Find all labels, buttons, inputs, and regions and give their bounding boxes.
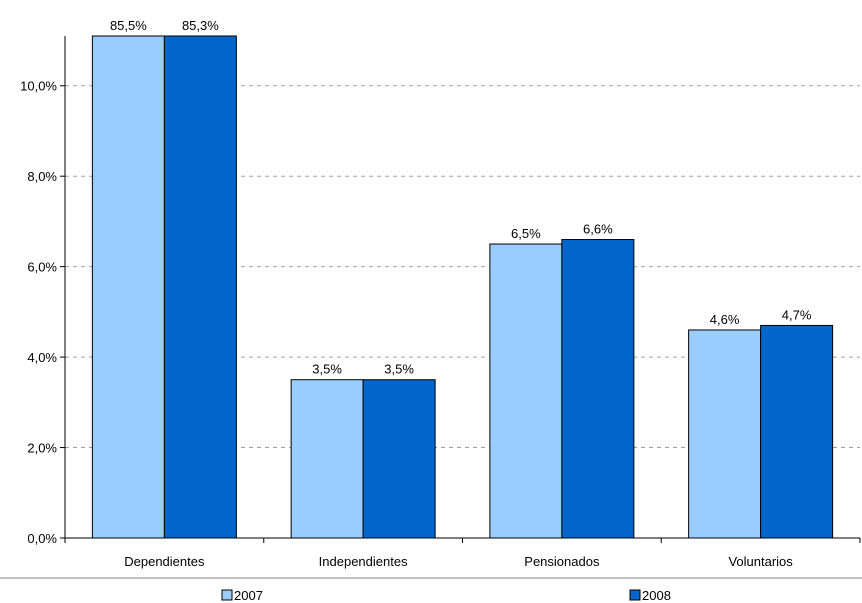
bars [91, 35, 834, 539]
y-tick-label: 6,0% [27, 260, 57, 275]
data-label: 85,3% [182, 18, 219, 33]
bar-2007-pensionados [489, 243, 563, 539]
axes: 0,0% 2,0% 4,0% 6,0% 8,0% 10,0% Dependientes Ind… [20, 36, 861, 569]
bar-2007-dependientes [91, 35, 165, 539]
data-label: 85,5% [110, 18, 147, 33]
category-label: Pensionados [524, 554, 600, 569]
category-label: Voluntarios [728, 554, 793, 569]
bar-2008-dependientes [163, 35, 237, 539]
bar-2008-pensionados [561, 239, 635, 539]
bar-2008-voluntarios [760, 324, 834, 539]
data-label: 3,5% [312, 362, 342, 377]
legend: 2007 2008 [0, 577, 862, 603]
bar-2007-voluntarios [688, 329, 762, 539]
data-label: 6,6% [583, 222, 613, 237]
data-label: 4,6% [710, 312, 740, 327]
y-tick-label: 0,0% [27, 531, 57, 546]
legend-swatch-2007 [221, 589, 233, 601]
category-label: Dependientes [124, 554, 205, 569]
y-tick-label: 8,0% [27, 169, 57, 184]
category-label: Independientes [319, 554, 408, 569]
legend-label-2008: 2008 [642, 588, 671, 603]
legend-swatch-2008 [629, 589, 641, 601]
bar-2008-independientes [362, 379, 436, 539]
y-tick-label: 2,0% [27, 441, 57, 456]
data-label: 3,5% [384, 362, 414, 377]
legend-label-2007: 2007 [234, 588, 263, 603]
y-tick-label: 4,0% [27, 350, 57, 365]
data-label: 6,5% [511, 226, 541, 241]
y-tick-label: 10,0% [20, 79, 57, 94]
data-label: 4,7% [782, 307, 812, 322]
bar-2007-independientes [290, 379, 364, 539]
data-labels: 85,5% 85,3% 3,5% 3,5% 6,5% 6,6% 4,6% 4,7% [110, 18, 812, 377]
